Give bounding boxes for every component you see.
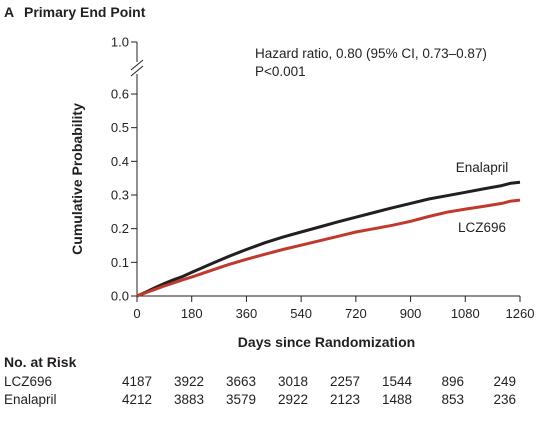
risk-table-header: No. at Risk bbox=[4, 354, 77, 370]
series-line-lcz696 bbox=[136, 198, 521, 298]
risk-count: 3579 bbox=[225, 392, 256, 407]
risk-row-label: LCZ696 bbox=[4, 374, 53, 389]
risk-count: 3922 bbox=[173, 374, 204, 389]
km-chart: 0.0 0.1 0.2 0.3 0.4 0.5 0.6 1.0 0 180 360 540 720 900… bbox=[69, 35, 534, 351]
x-tick-label: 0 bbox=[133, 306, 140, 321]
y-tick-label: 0.6 bbox=[111, 87, 129, 102]
risk-count: 4187 bbox=[121, 374, 152, 389]
risk-table: No. at Risk LCZ696 4187 3922 3663 3018 2257 15… bbox=[4, 354, 516, 409]
panel-title: Primary End Point bbox=[24, 4, 146, 20]
risk-count: 2257 bbox=[329, 374, 360, 389]
axes: 0.0 0.1 0.2 0.3 0.4 0.5 0.6 1.0 0 180 360 540 720 900… bbox=[69, 35, 534, 351]
x-axis-title: Days since Randomization bbox=[238, 334, 415, 350]
risk-count: 249 bbox=[493, 374, 516, 389]
risk-count: 3018 bbox=[277, 374, 308, 389]
series-line-enalapril bbox=[136, 180, 521, 298]
y-tick-label: 0.1 bbox=[111, 255, 129, 270]
risk-count: 2123 bbox=[329, 392, 360, 407]
risk-count: 2922 bbox=[277, 392, 308, 407]
risk-row-enalapril: Enalapril 4212 3883 3579 2922 2123 1488 853 236 bbox=[4, 391, 516, 409]
y-tick-label: 1.0 bbox=[111, 35, 129, 50]
series-label-lcz696: LCZ696 bbox=[458, 220, 506, 235]
series-layer: Enalapril LCZ696 bbox=[136, 160, 521, 298]
risk-count: 236 bbox=[493, 392, 516, 407]
y-tick-label: 0.0 bbox=[111, 289, 129, 304]
stat-annotation-line: P<0.001 bbox=[255, 64, 306, 79]
risk-count: 896 bbox=[441, 374, 464, 389]
axis-break-mark bbox=[130, 65, 144, 77]
risk-count: 3883 bbox=[173, 392, 204, 407]
x-tick-label: 360 bbox=[236, 306, 258, 321]
risk-table-grid: LCZ696 4187 3922 3663 3018 2257 1544 896 249 Enal… bbox=[4, 373, 516, 409]
risk-count: 4212 bbox=[121, 392, 152, 407]
annotation-layer: Hazard ratio, 0.80 (95% CI, 0.73–0.87) P<… bbox=[255, 46, 487, 79]
risk-row-label: Enalapril bbox=[4, 392, 57, 407]
y-tick-label: 0.5 bbox=[111, 120, 129, 135]
y-tick-label: 0.3 bbox=[111, 188, 129, 203]
stat-annotation-line: Hazard ratio, 0.80 (95% CI, 0.73–0.87) bbox=[255, 46, 487, 61]
y-axis-title: Cumulative Probability bbox=[69, 103, 85, 255]
risk-count: 3663 bbox=[225, 374, 256, 389]
x-tick-label: 720 bbox=[345, 306, 367, 321]
x-tick-label: 540 bbox=[290, 306, 312, 321]
x-tick-label: 180 bbox=[181, 306, 203, 321]
risk-count: 1544 bbox=[381, 374, 412, 389]
risk-count: 853 bbox=[441, 392, 464, 407]
risk-row-lcz696: LCZ696 4187 3922 3663 3018 2257 1544 896 249 bbox=[4, 373, 516, 391]
series-label-enalapril: Enalapril bbox=[456, 160, 509, 175]
y-tick-label: 0.4 bbox=[111, 154, 129, 169]
panel-header: A Primary End Point bbox=[4, 4, 145, 20]
axis-break-mark bbox=[130, 59, 144, 71]
x-tick-label: 1260 bbox=[506, 306, 535, 321]
y-tick-label: 0.2 bbox=[111, 221, 129, 236]
x-tick-label: 900 bbox=[400, 306, 422, 321]
risk-count: 1488 bbox=[381, 392, 412, 407]
x-tick-label: 1080 bbox=[451, 306, 480, 321]
panel-letter: A bbox=[4, 4, 15, 20]
